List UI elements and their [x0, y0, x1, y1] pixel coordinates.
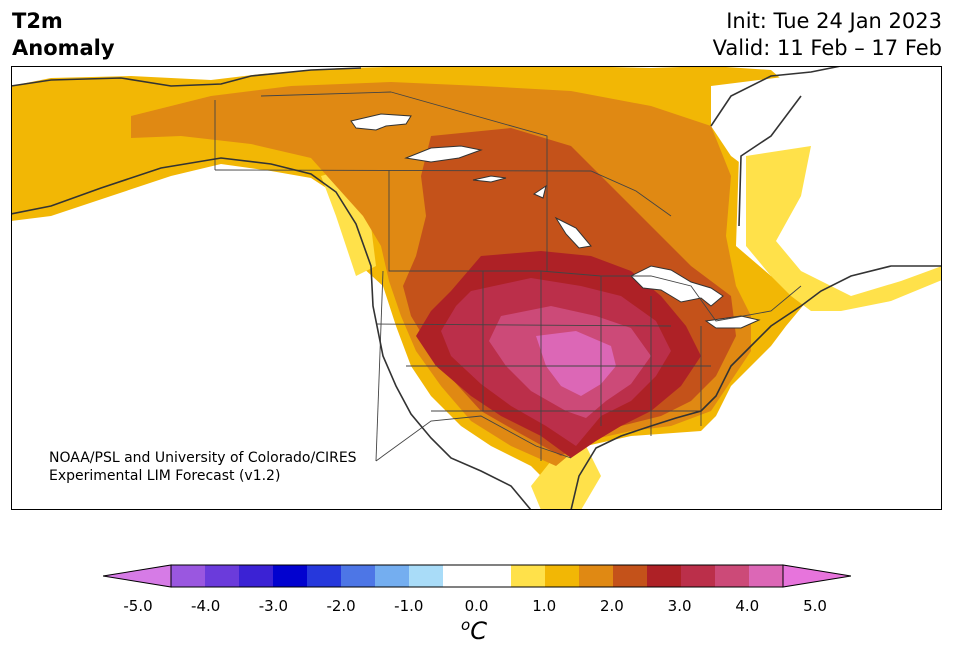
colorbar-segment: [715, 565, 750, 587]
colorbar-unit: oC: [461, 616, 487, 645]
credit-line-1: NOAA/PSL and University of Colorado/CIRE…: [49, 450, 357, 466]
credit-line-2: Experimental LIM Forecast (v1.2): [49, 468, 281, 484]
greenland-region: [711, 66, 942, 296]
colorbar-tick-label: 3.0: [667, 597, 692, 615]
degree-symbol: o: [461, 616, 471, 634]
init-date: Init: Tue 24 Jan 2023: [726, 9, 942, 33]
colorbar-tick-label: -4.0: [191, 597, 221, 615]
lakes: [350, 113, 761, 329]
anomaly-zone-light-yellow-east: [746, 146, 942, 311]
colorbar-segment: [341, 565, 376, 587]
borders: [214, 91, 802, 462]
colorbar-segments: [103, 564, 851, 588]
colorbar: [103, 564, 851, 588]
anomaly-map: [11, 66, 942, 510]
anomaly-zone-hot-pink: [536, 331, 616, 396]
colorbar-segment: [443, 565, 478, 587]
colorbar-tick-label: 0.0: [464, 597, 489, 615]
valid-range: Valid: 11 Feb – 17 Feb: [712, 36, 942, 60]
anomaly-zone-light-yellow-south: [531, 446, 601, 510]
colorbar-segment: [477, 565, 512, 587]
colorbar-segment: [511, 565, 546, 587]
unit-letter: C: [470, 617, 487, 645]
colorbar-ticks: -5.0 -4.0 -3.0 -2.0 -1.0 0.0 1.0 2.0 3.0 4.0 5.0: [0, 597, 953, 617]
colorbar-frame: [170, 564, 784, 588]
colorbar-segment: [171, 565, 206, 587]
colorbar-segment: [613, 565, 648, 587]
colorbar-segment: [545, 565, 580, 587]
colorbar-extend-low: [103, 564, 172, 588]
colorbar-segment: [647, 565, 682, 587]
colorbar-tick-label: -1.0: [394, 597, 424, 615]
colorbar-extend-high: [782, 564, 851, 588]
colorbar-segment: [205, 565, 240, 587]
coastlines: [11, 66, 942, 510]
colorbar-segment: [273, 565, 308, 587]
colorbar-segment: [579, 565, 614, 587]
quantity-label: Anomaly: [12, 36, 115, 60]
colorbar-tick-label: 5.0: [803, 597, 827, 615]
colorbar-tick-label: -3.0: [258, 597, 289, 615]
credit-text: NOAA/PSL and University of Colorado/CIRE…: [49, 449, 357, 485]
colorbar-segment: [749, 565, 784, 587]
map-frame: [11, 66, 942, 510]
colorbar-tick-label: 4.0: [735, 597, 760, 615]
colorbar-segment: [307, 565, 342, 587]
colorbar-segment: [375, 565, 410, 587]
forecast-dates: Init: Tue 24 Jan 2023 Valid: 11 Feb – 17…: [713, 8, 942, 62]
colorbar-tick-label: -2.0: [326, 597, 356, 615]
colorbar-segment: [239, 565, 274, 587]
colorbar-tick-label: 2.0: [599, 597, 624, 615]
colorbar-segment: [409, 565, 444, 587]
map-title: T2m Anomaly: [12, 8, 115, 62]
colorbar-tick-label: -5.0: [123, 597, 153, 615]
colorbar-tick-label: 1.0: [532, 597, 557, 615]
variable-label: T2m: [12, 9, 63, 33]
colorbar-segment: [681, 565, 716, 587]
